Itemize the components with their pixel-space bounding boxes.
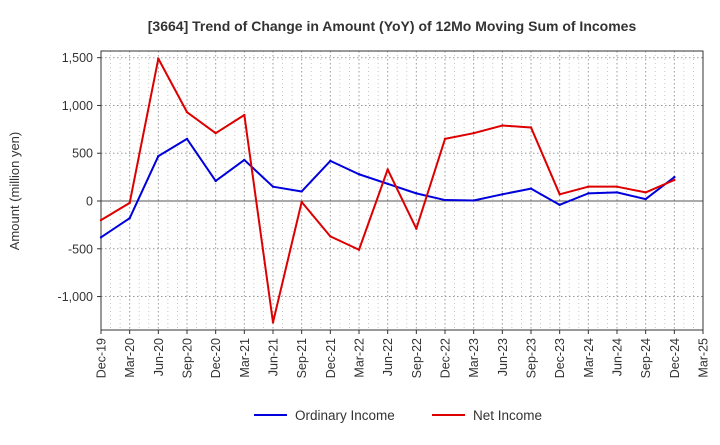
x-tick-label: Dec-23 xyxy=(553,338,567,378)
x-tick-label: Mar-21 xyxy=(238,338,252,378)
data-point xyxy=(443,137,447,141)
data-point xyxy=(243,113,246,117)
x-tick-label: Sep-22 xyxy=(410,338,424,378)
data-point xyxy=(271,321,275,324)
data-point xyxy=(644,197,647,201)
y-tick-label: -1,000 xyxy=(58,290,93,304)
data-point xyxy=(185,110,189,114)
data-point xyxy=(529,126,533,129)
data-point xyxy=(357,248,361,251)
data-point xyxy=(99,218,103,222)
data-point xyxy=(443,198,447,202)
data-point xyxy=(472,199,475,202)
data-point xyxy=(587,185,590,188)
data-point xyxy=(615,185,619,188)
x-tick-label: Jun-21 xyxy=(267,338,281,376)
y-tick-label: -500 xyxy=(68,242,93,256)
data-point xyxy=(357,173,361,176)
data-point xyxy=(386,168,389,171)
y-tick-label: 0 xyxy=(86,195,93,209)
legend: Ordinary Income Net Income xyxy=(254,408,542,423)
series-line-net-income xyxy=(100,57,675,324)
data-point xyxy=(329,235,332,238)
x-tick-label: Mar-23 xyxy=(467,338,481,378)
data-point xyxy=(587,192,590,195)
x-tick-label: Sep-21 xyxy=(295,338,309,378)
axes xyxy=(97,50,704,334)
x-tick-label: Jun-24 xyxy=(611,338,625,376)
x-tick-label: Dec-21 xyxy=(324,338,338,378)
data-point xyxy=(128,201,131,205)
y-tick-label: 1,500 xyxy=(62,51,93,65)
data-point xyxy=(386,182,389,186)
x-tick-label: Jun-23 xyxy=(496,338,510,376)
series-lines xyxy=(99,57,676,324)
data-point xyxy=(529,187,533,190)
x-tick-label: Jun-22 xyxy=(381,338,395,376)
y-axis-label: Amount (million yen) xyxy=(7,132,22,251)
data-point xyxy=(99,236,103,239)
x-tick-label: Jun-20 xyxy=(152,338,166,376)
data-point xyxy=(472,131,475,135)
x-tick-label: Dec-24 xyxy=(668,338,682,378)
data-point xyxy=(501,124,504,127)
chart-title: [3664] Trend of Change in Amount (YoY) o… xyxy=(148,18,637,34)
data-point xyxy=(128,217,131,220)
data-point xyxy=(157,57,160,60)
x-tick-label: Mar-20 xyxy=(123,338,137,378)
data-point xyxy=(271,185,275,188)
x-tick-label: Sep-23 xyxy=(525,338,539,378)
data-point xyxy=(157,154,160,158)
data-point xyxy=(214,131,217,135)
data-point xyxy=(673,175,676,179)
x-tick-label: Mar-25 xyxy=(697,338,711,378)
tick-labels: 1,500 1,000 500 0 -500 -1,000 Dec-19 Mar-20 Jun-… xyxy=(58,51,711,378)
y-tick-label: 1,000 xyxy=(62,99,93,113)
data-point xyxy=(300,200,303,204)
data-point xyxy=(558,193,561,196)
legend-label: Ordinary Income xyxy=(295,408,395,423)
legend-label: Net Income xyxy=(473,408,542,423)
y-tick-label: 500 xyxy=(72,147,93,161)
data-point xyxy=(615,191,619,194)
x-tick-label: Dec-19 xyxy=(95,338,109,378)
x-tick-label: Dec-20 xyxy=(209,338,223,378)
x-tick-label: Sep-20 xyxy=(181,338,195,378)
data-point xyxy=(673,178,676,182)
x-tick-label: Mar-24 xyxy=(582,338,596,378)
x-tick-label: Sep-24 xyxy=(639,338,653,378)
data-point xyxy=(243,158,246,162)
grid-lines xyxy=(101,51,703,330)
data-point xyxy=(300,190,303,193)
data-point xyxy=(214,179,217,183)
x-tick-label: Dec-22 xyxy=(439,338,453,378)
data-point xyxy=(185,137,189,141)
x-tick-label: Mar-22 xyxy=(353,338,367,378)
data-point xyxy=(415,192,418,195)
plot-frame xyxy=(100,50,704,331)
data-point xyxy=(415,227,418,230)
data-point xyxy=(558,203,561,207)
data-point xyxy=(644,191,647,194)
data-point xyxy=(501,193,504,196)
data-point xyxy=(329,159,332,163)
